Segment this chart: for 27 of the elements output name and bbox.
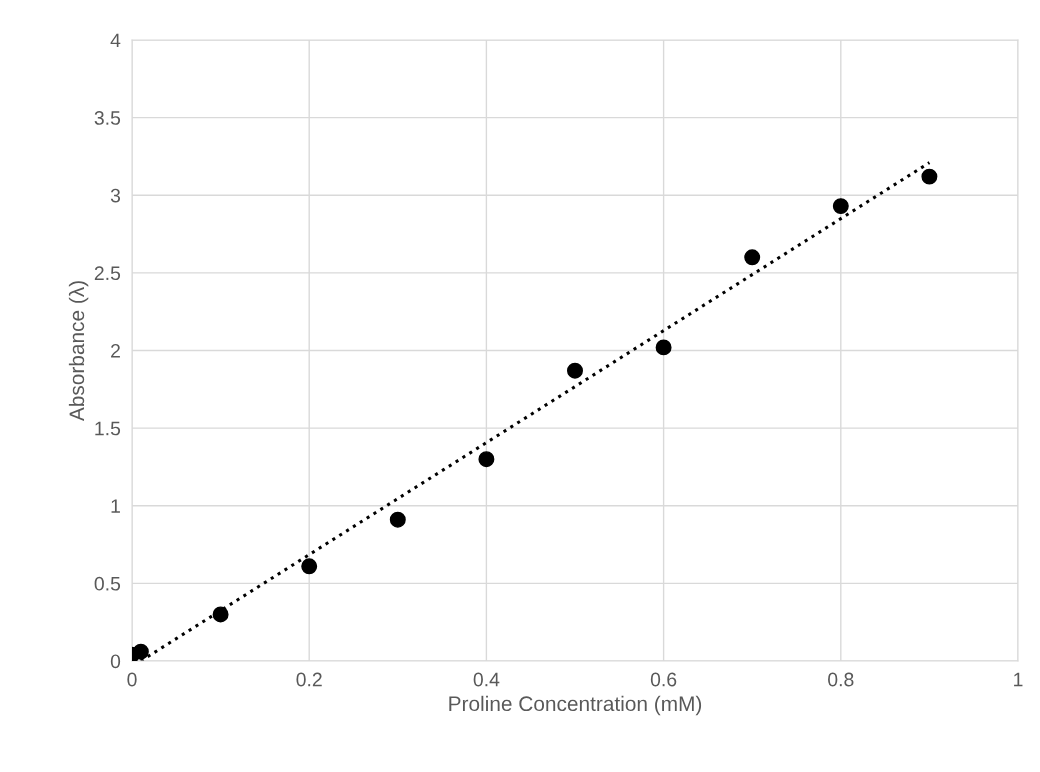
x-tick-label: 0.8: [828, 672, 854, 687]
point: [655, 339, 672, 356]
x-tick-label: 0.6: [650, 672, 677, 687]
point: [921, 168, 938, 185]
y-tick-label: 0.5: [94, 576, 121, 591]
y-tick-label: 2: [111, 343, 120, 358]
y-axis-title: Absorbance (λ): [68, 281, 89, 422]
y-tick-label: 0: [110, 654, 121, 669]
point: [567, 362, 583, 379]
point: [744, 249, 761, 266]
x-tick-label: 0: [127, 672, 137, 687]
y-tick-label: 1: [111, 499, 120, 513]
x-tick-label: 1: [1014, 672, 1023, 687]
x-tick-label: 0.2: [296, 672, 322, 687]
x-axis-title: Proline Concentration (mM): [449, 695, 702, 716]
x-tick-label: 0.4: [473, 672, 500, 687]
point: [301, 558, 318, 575]
y-tick-label: 3.5: [94, 111, 121, 125]
point: [478, 451, 495, 468]
y-tick-label: 3: [110, 188, 121, 203]
y-tick-label: 4: [110, 33, 121, 48]
y-tick-label: 2.5: [94, 266, 121, 281]
point: [832, 198, 849, 215]
point: [389, 511, 406, 528]
y-tick-label: 1.5: [95, 421, 121, 436]
point: [132, 643, 149, 660]
point: [212, 606, 229, 623]
